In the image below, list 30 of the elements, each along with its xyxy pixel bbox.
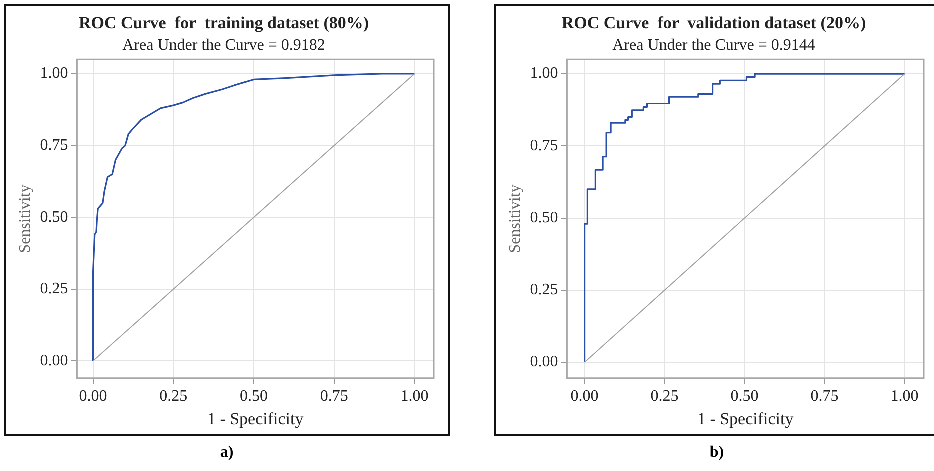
x-tick-label: 1.00 — [890, 388, 919, 406]
x-tick-label: 0.00 — [570, 388, 599, 406]
chart-title: ROC Curve for training dataset (80%) — [78, 14, 370, 33]
y-tick-label: 0.50 — [530, 209, 558, 226]
x-tick-label: 0.75 — [810, 388, 839, 406]
y-tick-label: 0.50 — [40, 208, 68, 226]
y-tick-label: 0.75 — [530, 137, 558, 154]
x-tick-label: 0.25 — [160, 388, 188, 406]
y-tick-label: 0.00 — [530, 354, 558, 371]
y-axis-title: Sensitivity — [506, 184, 524, 254]
x-tick-label: 0.50 — [240, 388, 268, 406]
y-tick-label: 0.25 — [40, 280, 68, 298]
x-axis-title: 1 - Specificity — [697, 409, 794, 428]
y-tick-label: 0.75 — [40, 136, 68, 154]
text: b) — [708, 444, 726, 462]
x-axis-title: 1 - Specificity — [207, 409, 304, 428]
chart-title: ROC Curve for validation dataset (20%) — [562, 14, 866, 33]
x-tick-label: 0.50 — [730, 388, 759, 406]
x-tick-label: 0.25 — [650, 388, 679, 406]
y-axis-title: Sensitivity — [16, 184, 34, 254]
chart-subtitle: Area Under the Curve = 0.9182 — [122, 37, 326, 54]
y-tick-label: 1.00 — [40, 65, 68, 82]
x-tick-label: 0.00 — [79, 388, 108, 406]
y-tick-label: 0.00 — [40, 352, 68, 370]
x-tick-label: 0.75 — [320, 388, 348, 406]
chart-subtitle: Area Under the Curve = 0.9144 — [612, 37, 816, 54]
y-tick-label: 1.00 — [530, 65, 558, 82]
y-tick-label: 0.25 — [530, 282, 558, 299]
text: a) — [219, 444, 235, 462]
x-tick-label: 1.00 — [400, 388, 429, 406]
